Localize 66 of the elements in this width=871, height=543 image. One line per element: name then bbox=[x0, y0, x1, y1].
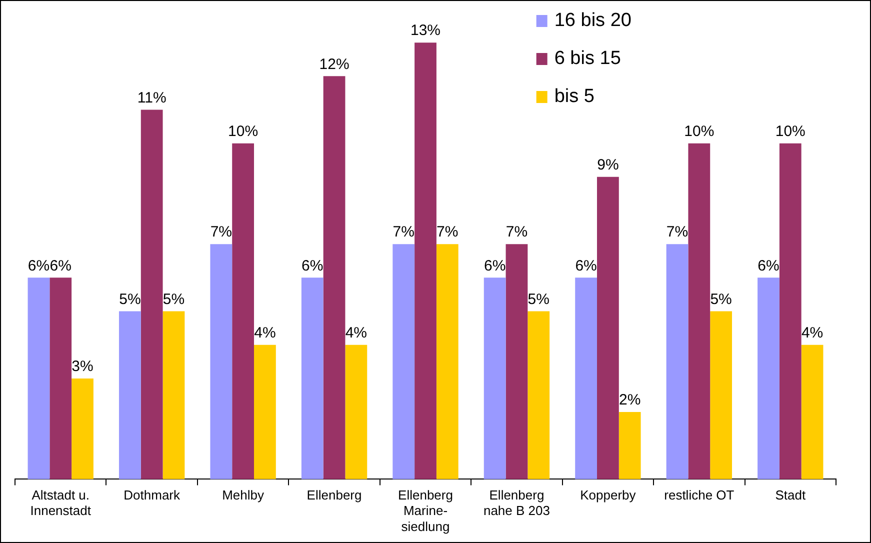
x-tick-label: Ellenberg Marine- siedlung bbox=[398, 488, 453, 534]
data-label: 5% bbox=[710, 290, 732, 308]
data-label: 2% bbox=[618, 392, 641, 409]
bar bbox=[392, 244, 415, 480]
bar bbox=[118, 311, 141, 480]
data-label: 10% bbox=[684, 122, 714, 140]
x-tick-label: Ellenberg bbox=[306, 488, 362, 503]
legend-label: 16 bis 20 bbox=[554, 10, 632, 32]
x-tick-label: Altstadt u. Innenstadt bbox=[30, 488, 92, 518]
data-label: 5% bbox=[162, 290, 185, 308]
bar bbox=[758, 278, 780, 480]
bar bbox=[140, 110, 163, 480]
data-label: 4% bbox=[254, 324, 276, 342]
data-label: 5% bbox=[528, 290, 550, 308]
data-label: 6% bbox=[484, 257, 506, 274]
data-label: 6% bbox=[575, 257, 597, 274]
bar bbox=[210, 244, 232, 480]
data-label: 7% bbox=[436, 224, 458, 241]
bar bbox=[345, 344, 368, 480]
data-label: 6% bbox=[302, 257, 324, 274]
data-label: 13% bbox=[410, 22, 441, 40]
data-label: 7% bbox=[506, 224, 528, 241]
data-label: 6% bbox=[758, 257, 780, 274]
bar bbox=[254, 344, 276, 480]
x-tick-label: Kopperby bbox=[580, 488, 636, 503]
bar bbox=[666, 244, 688, 480]
bar bbox=[50, 278, 72, 480]
data-label: 10% bbox=[775, 122, 806, 140]
data-label: 9% bbox=[597, 156, 619, 174]
bar bbox=[28, 278, 50, 480]
x-tick-label: Stadt bbox=[775, 488, 806, 503]
bar bbox=[436, 244, 458, 480]
bar bbox=[618, 412, 641, 480]
data-label: 5% bbox=[119, 290, 141, 308]
bar bbox=[162, 311, 185, 480]
data-label: 7% bbox=[392, 224, 414, 241]
data-label: 4% bbox=[801, 324, 824, 342]
data-label: 11% bbox=[137, 89, 166, 106]
legend-label: bis 5 bbox=[554, 86, 594, 108]
bar bbox=[688, 143, 710, 480]
bar bbox=[779, 143, 802, 480]
x-tick-label: restliche OT bbox=[664, 488, 734, 503]
data-label: 7% bbox=[210, 224, 232, 241]
data-label: 10% bbox=[228, 122, 258, 140]
bar bbox=[484, 278, 506, 480]
bar bbox=[528, 311, 550, 480]
x-tick-label: Dothmark bbox=[124, 488, 180, 503]
bar bbox=[801, 344, 824, 480]
x-tick-label: Mehlby bbox=[222, 488, 264, 503]
bar bbox=[597, 176, 619, 480]
data-label: 12% bbox=[319, 56, 350, 73]
bar bbox=[506, 244, 528, 480]
data-label: 6% bbox=[28, 257, 50, 274]
bar bbox=[72, 378, 94, 480]
bar bbox=[232, 143, 254, 480]
data-label: 7% bbox=[666, 224, 688, 241]
bar bbox=[575, 278, 597, 480]
data-label: 3% bbox=[72, 358, 94, 376]
bar bbox=[323, 76, 346, 480]
data-label: 4% bbox=[345, 324, 368, 342]
bar bbox=[301, 278, 324, 480]
bar bbox=[710, 311, 732, 480]
data-label: 6% bbox=[50, 257, 72, 274]
x-tick-label: Ellenberg nahe B 203 bbox=[483, 488, 550, 518]
bar bbox=[414, 42, 436, 480]
legend-label: 6 bis 15 bbox=[554, 48, 621, 70]
